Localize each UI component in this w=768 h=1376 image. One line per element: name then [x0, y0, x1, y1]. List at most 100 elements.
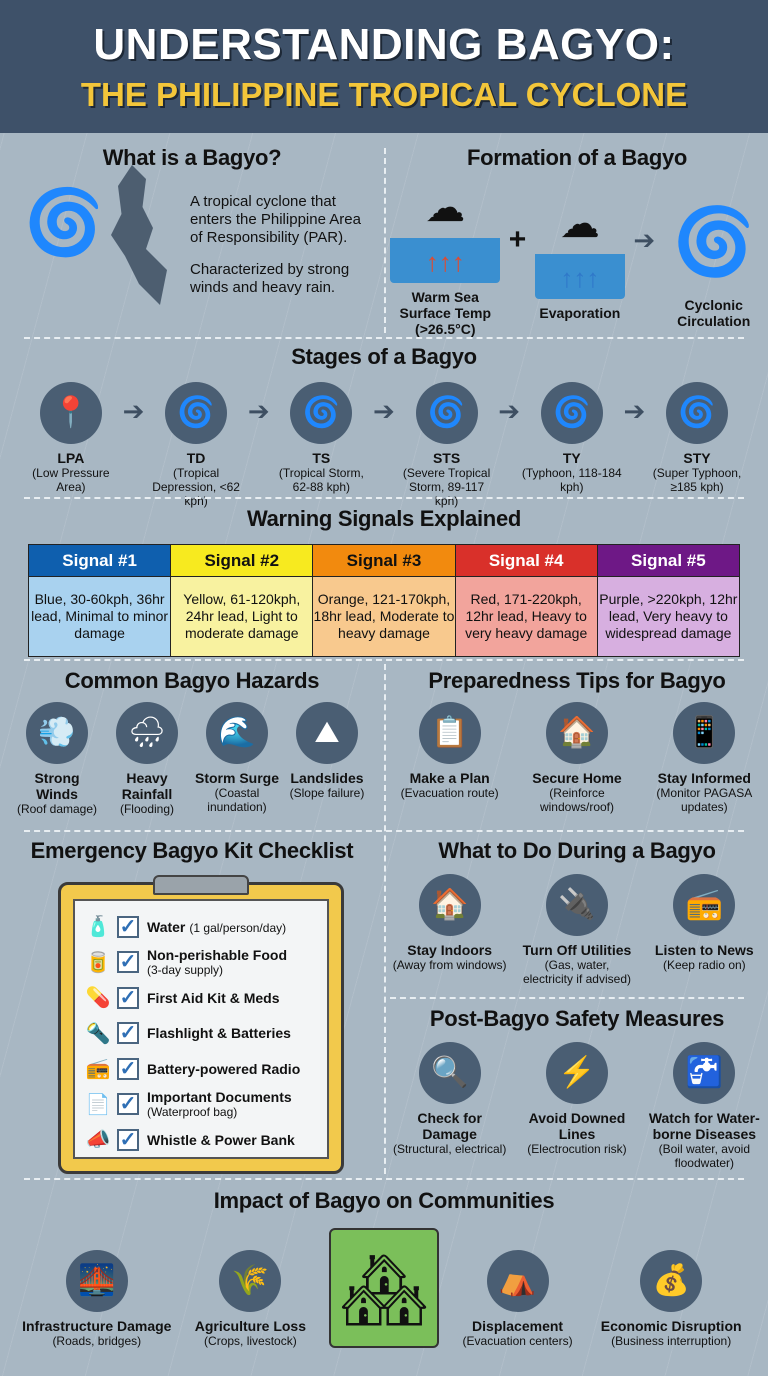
- map-pin-icon: 📍: [39, 382, 102, 444]
- checklist-text: First Aid Kit & Meds: [147, 990, 280, 1006]
- section-title: Common Bagyo Hazards: [64, 668, 320, 693]
- item-description: (Gas, water, electricity if advised): [522, 958, 631, 986]
- clipboard-clip: [153, 875, 249, 895]
- whistle-icon: 📣: [85, 1129, 111, 1152]
- checkbox-checked[interactable]: ✓: [117, 1057, 139, 1080]
- item-description: (Super Typhoon, ≥185 kph): [652, 466, 742, 494]
- water-bottle-icon: 🚰: [673, 1042, 736, 1104]
- what-characteristics: Characterized by strong winds and heavy …: [190, 261, 350, 296]
- flashlight-icon: 🔦: [85, 1022, 111, 1045]
- downed-line-icon: ⚡: [545, 1042, 608, 1104]
- checklist-item: 💊 ✓ First Aid Kit & Meds: [75, 980, 327, 1016]
- item-title: Listen to News: [654, 942, 754, 958]
- checkbox-checked[interactable]: ✓: [117, 1022, 139, 1045]
- list-item: 🔍 Check for Damage (Structural, electrical…: [392, 1042, 508, 1156]
- signal-header: Signal #5: [596, 544, 741, 577]
- typhoon-icon: 🌀: [290, 382, 353, 444]
- checklist-text: Flashlight & Batteries: [147, 1025, 291, 1041]
- page-subtitle: THE PHILIPPINE TROPICAL CYCLONE: [80, 76, 688, 113]
- community-house-illustration: 🏘: [328, 1228, 439, 1348]
- checklist-text: Non-perishable Food (3-day supply): [147, 947, 287, 977]
- cyclone-icon: 🌀: [24, 186, 104, 258]
- magnifier-icon: 🔍: [418, 1042, 481, 1104]
- item-title: TS: [312, 450, 331, 466]
- warm-sea-icon: ☁ ↑↑↑: [390, 183, 501, 283]
- checklist-text: Water (1 gal/person/day): [147, 919, 286, 935]
- checkbox-checked[interactable]: ✓: [117, 986, 139, 1009]
- item-description: (Tropical Depression, <62 kph): [152, 466, 240, 508]
- list-item: 💨 Strong Winds (Roof damage): [14, 702, 100, 816]
- checklist-note: (Waterproof bag): [147, 1105, 238, 1120]
- item-title: Watch for Water-borne Diseases: [648, 1110, 760, 1142]
- formation-step-label: Warm Sea Surface Temp (>26.5°C): [399, 289, 492, 337]
- checklist-label: Battery-powered Radio: [147, 1060, 301, 1077]
- checklist-text: Battery-powered Radio: [147, 1061, 300, 1077]
- checkbox-checked[interactable]: ✓: [117, 951, 139, 974]
- water-bottle-icon: 🧴: [85, 916, 111, 939]
- signal-header: Signal #1: [27, 544, 172, 577]
- formation-step-label: Evaporation: [539, 305, 621, 321]
- evaporation-icon: ☁ ↑↑↑: [534, 199, 625, 299]
- item-description: (Evacuation centers): [462, 1334, 573, 1348]
- divider: [24, 337, 744, 339]
- radio-icon: 📻: [673, 874, 736, 936]
- item-description: (Business interruption): [611, 1334, 732, 1348]
- warning-signals-table: Signal #1 Signal #2 Signal #3 Signal #4 Sign…: [27, 544, 741, 657]
- divider: [390, 997, 744, 999]
- item-description: (Coastal inundation): [207, 786, 267, 814]
- checkbox-checked[interactable]: ✓: [117, 1093, 139, 1116]
- section-title: Impact of Bagyo on Communities: [213, 1188, 555, 1213]
- item-description: (Roof damage): [16, 802, 98, 816]
- typhoon-icon: 🌀: [540, 382, 603, 444]
- list-item: 📻 Listen to News (Keep radio on): [646, 874, 762, 972]
- list-item: 🌀 TS (Tropical Storm, 62-88 kph): [271, 382, 371, 494]
- radio-icon: 📻: [85, 1058, 111, 1081]
- checklist-note: (3-day supply): [147, 963, 224, 978]
- item-description: (Typhoon, 118-184 kph): [521, 466, 622, 494]
- section-title: Warning Signals Explained: [246, 506, 522, 531]
- item-title: TY: [562, 450, 581, 466]
- list-item: ⛰ Landslides (Slope failure): [284, 702, 370, 800]
- item-title: Storm Surge: [194, 770, 279, 786]
- item-title: Avoid Downed Lines: [528, 1110, 626, 1142]
- formation-section: Formation of a Bagyo ☁ ↑↑↑ Warm Sea Surfac…: [386, 145, 768, 337]
- item-title: Economic Disruption: [600, 1318, 742, 1334]
- post-section: Post-Bagyo Safety Measures 🔍 Check for Da…: [386, 1006, 768, 1176]
- wave-icon: 🌊: [206, 702, 268, 764]
- checklist-label: Water: [147, 918, 186, 935]
- section-title: What is a Bagyo?: [102, 145, 282, 170]
- divider: [24, 830, 744, 832]
- what-description: A tropical cyclone that enters the Phili…: [190, 193, 361, 246]
- typhoon-icon: 🌀: [415, 382, 478, 444]
- item-description: (Keep radio on): [662, 958, 746, 972]
- item-description: (Crops, livestock): [204, 1334, 297, 1348]
- hazards-section: Common Bagyo Hazards 💨 Strong Winds (Roof …: [0, 668, 384, 828]
- preparedness-section: Preparedness Tips for Bagyo 📋 Make a Plan…: [386, 668, 768, 828]
- section-title: Formation of a Bagyo: [466, 145, 688, 170]
- list-item: 🌀 TD (Tropical Depression, <62 kph): [146, 382, 246, 508]
- section-title: Preparedness Tips for Bagyo: [428, 668, 726, 693]
- house-icon: 🏠: [418, 874, 481, 936]
- item-title: STS: [432, 450, 461, 466]
- arrow-right-icon: ➔: [373, 396, 395, 426]
- item-title: Check for Damage: [417, 1110, 482, 1142]
- arrow-right-icon: ➔: [498, 396, 521, 426]
- item-description: (Evacuation route): [400, 786, 499, 800]
- item-description: (Roads, bridges): [52, 1334, 142, 1348]
- item-title: LPA: [57, 450, 85, 466]
- divider: [24, 659, 744, 661]
- philippines-map-icon: [111, 165, 167, 305]
- item-description: (Reinforce windows/roof): [539, 786, 614, 814]
- checkbox-checked[interactable]: ✓: [117, 1128, 139, 1151]
- checklist-label: Whistle & Power Bank: [147, 1131, 295, 1148]
- item-title: Infrastructure Damage: [22, 1318, 172, 1334]
- document-icon: 📄: [85, 1093, 111, 1116]
- checkbox-checked[interactable]: ✓: [117, 915, 139, 938]
- impact-section: Impact of Bagyo on Communities 🌉 Infrastr…: [0, 1188, 768, 1376]
- item-title: Secure Home: [532, 770, 622, 786]
- list-item: 🌊 Storm Surge (Coastal inundation): [194, 702, 280, 814]
- checklist-item: 🥫 ✓ Non-perishable Food (3-day supply): [75, 945, 327, 981]
- signal-description: Purple, >220kph, 12hr lead, Very heavy t…: [596, 576, 741, 657]
- house-icon: 🏠: [545, 702, 608, 764]
- divider: [384, 664, 386, 1174]
